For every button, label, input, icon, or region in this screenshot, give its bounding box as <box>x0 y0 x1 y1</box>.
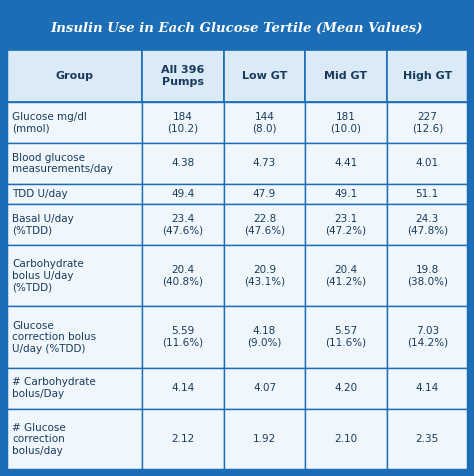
Text: 184
(10.2): 184 (10.2) <box>168 112 199 133</box>
Text: Glucose
correction bolus
U/day (%TDD): Glucose correction bolus U/day (%TDD) <box>12 320 96 354</box>
Text: 23.1
(47.2%): 23.1 (47.2%) <box>325 214 366 236</box>
Text: 24.3
(47.8%): 24.3 (47.8%) <box>407 214 448 236</box>
Text: # Glucose
correction
bolus/day: # Glucose correction bolus/day <box>12 423 66 456</box>
Text: 4.14: 4.14 <box>172 383 195 393</box>
Text: 47.9: 47.9 <box>253 189 276 199</box>
Bar <box>142 245 224 307</box>
Bar <box>305 50 387 102</box>
Text: 5.59
(11.6%): 5.59 (11.6%) <box>163 327 204 348</box>
Text: 49.4: 49.4 <box>172 189 195 199</box>
Bar <box>142 50 224 102</box>
Bar <box>387 204 468 245</box>
Bar <box>387 50 468 102</box>
Bar <box>305 204 387 245</box>
Bar <box>305 409 387 470</box>
Bar <box>387 368 468 409</box>
Text: 4.41: 4.41 <box>334 159 357 169</box>
Text: 20.4
(41.2%): 20.4 (41.2%) <box>325 265 366 287</box>
Text: Low GT: Low GT <box>242 71 287 81</box>
Text: 4.38: 4.38 <box>172 159 195 169</box>
Bar <box>142 184 224 204</box>
Bar <box>224 409 305 470</box>
Text: TDD U/day: TDD U/day <box>12 189 68 199</box>
Bar <box>224 184 305 204</box>
Bar <box>305 245 387 307</box>
Bar <box>142 143 224 184</box>
Text: Blood glucose
measurements/day: Blood glucose measurements/day <box>12 152 113 174</box>
Text: 4.01: 4.01 <box>416 159 439 169</box>
Bar <box>6 204 142 245</box>
Text: 7.03
(14.2%): 7.03 (14.2%) <box>407 327 448 348</box>
Bar <box>6 6 468 50</box>
Text: 2.35: 2.35 <box>416 434 439 444</box>
Text: 144
(8.0): 144 (8.0) <box>252 112 277 133</box>
Bar <box>224 307 305 368</box>
Text: Basal U/day
(%TDD): Basal U/day (%TDD) <box>12 214 74 236</box>
Bar <box>387 184 468 204</box>
Text: 4.73: 4.73 <box>253 159 276 169</box>
Bar <box>6 102 142 143</box>
Bar <box>305 307 387 368</box>
Text: 51.1: 51.1 <box>416 189 439 199</box>
Text: Carbohydrate
bolus U/day
(%TDD): Carbohydrate bolus U/day (%TDD) <box>12 259 84 292</box>
Text: # Carbohydrate
bolus/Day: # Carbohydrate bolus/Day <box>12 377 96 399</box>
Text: 1.92: 1.92 <box>253 434 276 444</box>
Bar <box>305 184 387 204</box>
Text: High GT: High GT <box>403 71 452 81</box>
Text: 5.57
(11.6%): 5.57 (11.6%) <box>325 327 366 348</box>
Bar <box>224 102 305 143</box>
Text: Insulin Use in Each Glucose Tertile (Mean Values): Insulin Use in Each Glucose Tertile (Mea… <box>51 21 423 34</box>
Bar <box>387 102 468 143</box>
Text: Group: Group <box>55 71 93 81</box>
Bar <box>387 245 468 307</box>
Bar <box>224 245 305 307</box>
Text: 23.4
(47.6%): 23.4 (47.6%) <box>163 214 204 236</box>
Bar <box>224 204 305 245</box>
Text: 20.4
(40.8%): 20.4 (40.8%) <box>163 265 204 287</box>
Bar <box>6 409 142 470</box>
Text: Mid GT: Mid GT <box>324 71 367 81</box>
Bar <box>6 184 142 204</box>
Text: 2.12: 2.12 <box>172 434 195 444</box>
Bar <box>224 368 305 409</box>
Bar <box>224 50 305 102</box>
Bar <box>305 102 387 143</box>
Bar <box>6 307 142 368</box>
Bar <box>142 307 224 368</box>
Text: 49.1: 49.1 <box>334 189 357 199</box>
Text: 4.07: 4.07 <box>253 383 276 393</box>
Bar <box>6 143 142 184</box>
Text: 19.8
(38.0%): 19.8 (38.0%) <box>407 265 448 287</box>
Text: 181
(10.0): 181 (10.0) <box>330 112 361 133</box>
Text: All 396
Pumps: All 396 Pumps <box>162 65 205 87</box>
Bar <box>224 143 305 184</box>
Text: 2.10: 2.10 <box>334 434 357 444</box>
Bar <box>6 368 142 409</box>
Bar <box>305 143 387 184</box>
Text: 227
(12.6): 227 (12.6) <box>412 112 443 133</box>
Bar <box>142 204 224 245</box>
Text: Glucose mg/dl
(mmol): Glucose mg/dl (mmol) <box>12 112 87 133</box>
Text: 22.8
(47.6%): 22.8 (47.6%) <box>244 214 285 236</box>
Bar <box>6 50 142 102</box>
Text: 20.9
(43.1%): 20.9 (43.1%) <box>244 265 285 287</box>
Bar <box>305 368 387 409</box>
Text: 4.20: 4.20 <box>334 383 357 393</box>
Text: 4.18
(9.0%): 4.18 (9.0%) <box>247 327 282 348</box>
Bar <box>6 245 142 307</box>
Bar <box>142 368 224 409</box>
Bar <box>387 307 468 368</box>
Bar <box>387 409 468 470</box>
Bar <box>142 409 224 470</box>
Bar <box>387 143 468 184</box>
Bar <box>142 102 224 143</box>
Text: 4.14: 4.14 <box>416 383 439 393</box>
